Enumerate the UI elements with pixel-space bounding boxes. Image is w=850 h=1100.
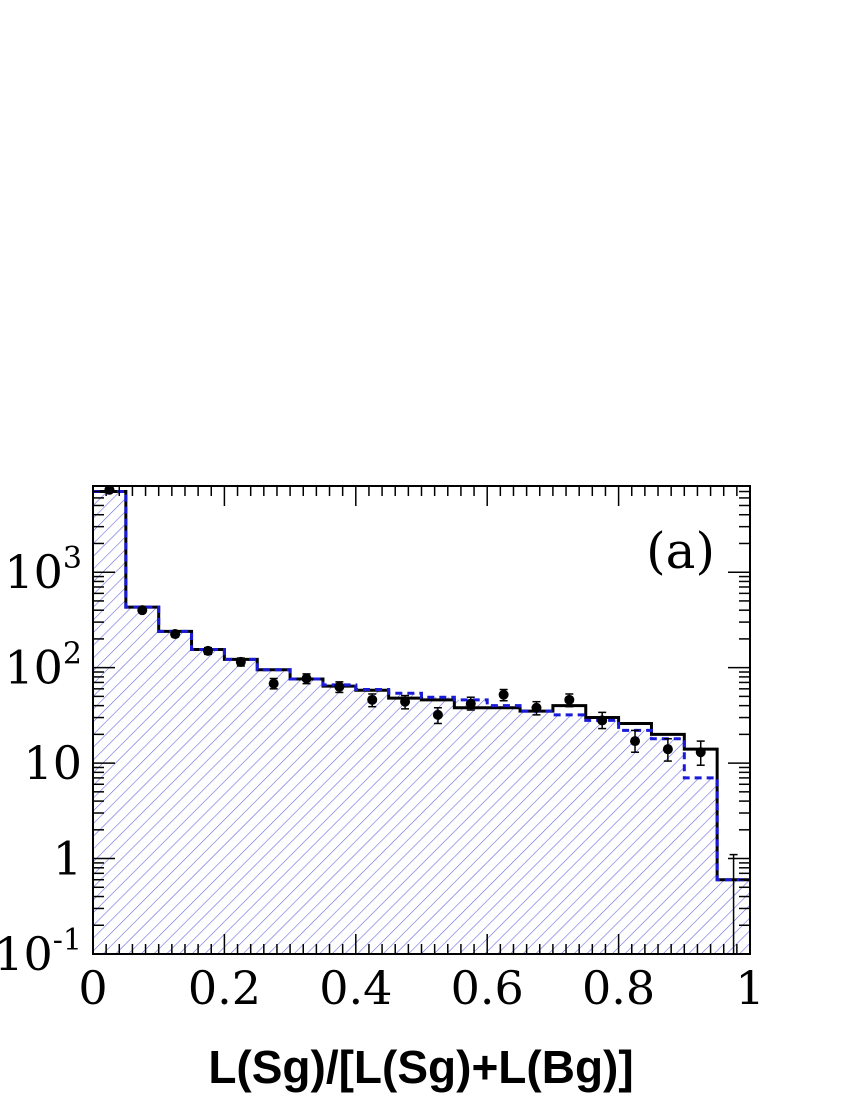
data-point bbox=[235, 656, 246, 667]
hatched-bin bbox=[487, 705, 521, 954]
y-tick-label: 10 bbox=[23, 736, 82, 790]
data-point bbox=[104, 486, 115, 495]
plot-area bbox=[93, 486, 750, 954]
hatched-bin bbox=[454, 699, 488, 954]
x-tick-label: 0 bbox=[78, 961, 107, 1015]
data-point bbox=[202, 645, 213, 656]
x-tick-label: 0.6 bbox=[451, 961, 524, 1015]
y-tick-label: 1 bbox=[53, 832, 82, 886]
hatched-bin bbox=[618, 730, 652, 954]
hatched-bin bbox=[520, 711, 553, 954]
y-tick-base: 1 bbox=[53, 832, 82, 886]
y-tick-label: 102 bbox=[4, 637, 82, 695]
data-point bbox=[367, 694, 378, 705]
y-tick-exponent: -1 bbox=[53, 923, 82, 958]
hatched-bin bbox=[290, 679, 323, 954]
x-axis-label: L(Sg)/[L(Sg)+L(Bg)] bbox=[208, 1041, 633, 1093]
y-tick-exponent: 2 bbox=[63, 637, 82, 672]
axes bbox=[92, 485, 751, 955]
hatched-bin bbox=[125, 607, 159, 954]
data-point bbox=[531, 702, 542, 713]
data-point bbox=[400, 696, 411, 707]
hatched-bin bbox=[552, 714, 586, 954]
y-tick-exponent: 3 bbox=[63, 541, 82, 576]
x-tick-label: 0.4 bbox=[319, 961, 392, 1015]
data-point bbox=[597, 715, 608, 726]
hatched-histogram bbox=[93, 491, 750, 954]
data-point bbox=[662, 744, 673, 755]
hatched-bin bbox=[355, 689, 389, 954]
hatched-bin bbox=[684, 777, 718, 954]
hatched-bin bbox=[421, 697, 455, 954]
data-point bbox=[301, 673, 312, 684]
y-tick-label: 10-1 bbox=[0, 923, 82, 981]
data-point bbox=[695, 747, 706, 758]
data-points bbox=[104, 486, 738, 954]
y-tick-base: 10 bbox=[0, 927, 53, 981]
hatched-bin bbox=[191, 649, 225, 954]
x-tick-label: 0.8 bbox=[582, 961, 655, 1015]
hatched-bin bbox=[257, 669, 291, 954]
hatched-bin bbox=[158, 631, 192, 954]
hatched-bin bbox=[93, 491, 126, 954]
hatched-bin bbox=[585, 720, 619, 954]
data-point bbox=[170, 629, 181, 640]
panel-label: (a) bbox=[646, 522, 715, 580]
hatched-bin bbox=[388, 693, 422, 954]
data-point bbox=[268, 678, 279, 689]
data-point bbox=[498, 689, 509, 700]
hatched-bin bbox=[224, 660, 258, 954]
hatched-bin bbox=[322, 684, 356, 954]
y-tick-base: 10 bbox=[23, 736, 82, 790]
data-point bbox=[564, 694, 575, 705]
hatched-bin bbox=[651, 738, 685, 954]
data-point bbox=[465, 698, 476, 709]
y-tick-label: 103 bbox=[4, 541, 82, 599]
x-tick-label: 0.2 bbox=[188, 961, 261, 1015]
y-tick-base: 10 bbox=[4, 641, 63, 695]
data-point bbox=[432, 709, 443, 720]
data-point bbox=[334, 681, 345, 692]
y-tick-base: 10 bbox=[4, 545, 63, 599]
data-point bbox=[137, 605, 148, 616]
x-tick-label: 1 bbox=[735, 961, 764, 1015]
data-point bbox=[630, 736, 641, 747]
